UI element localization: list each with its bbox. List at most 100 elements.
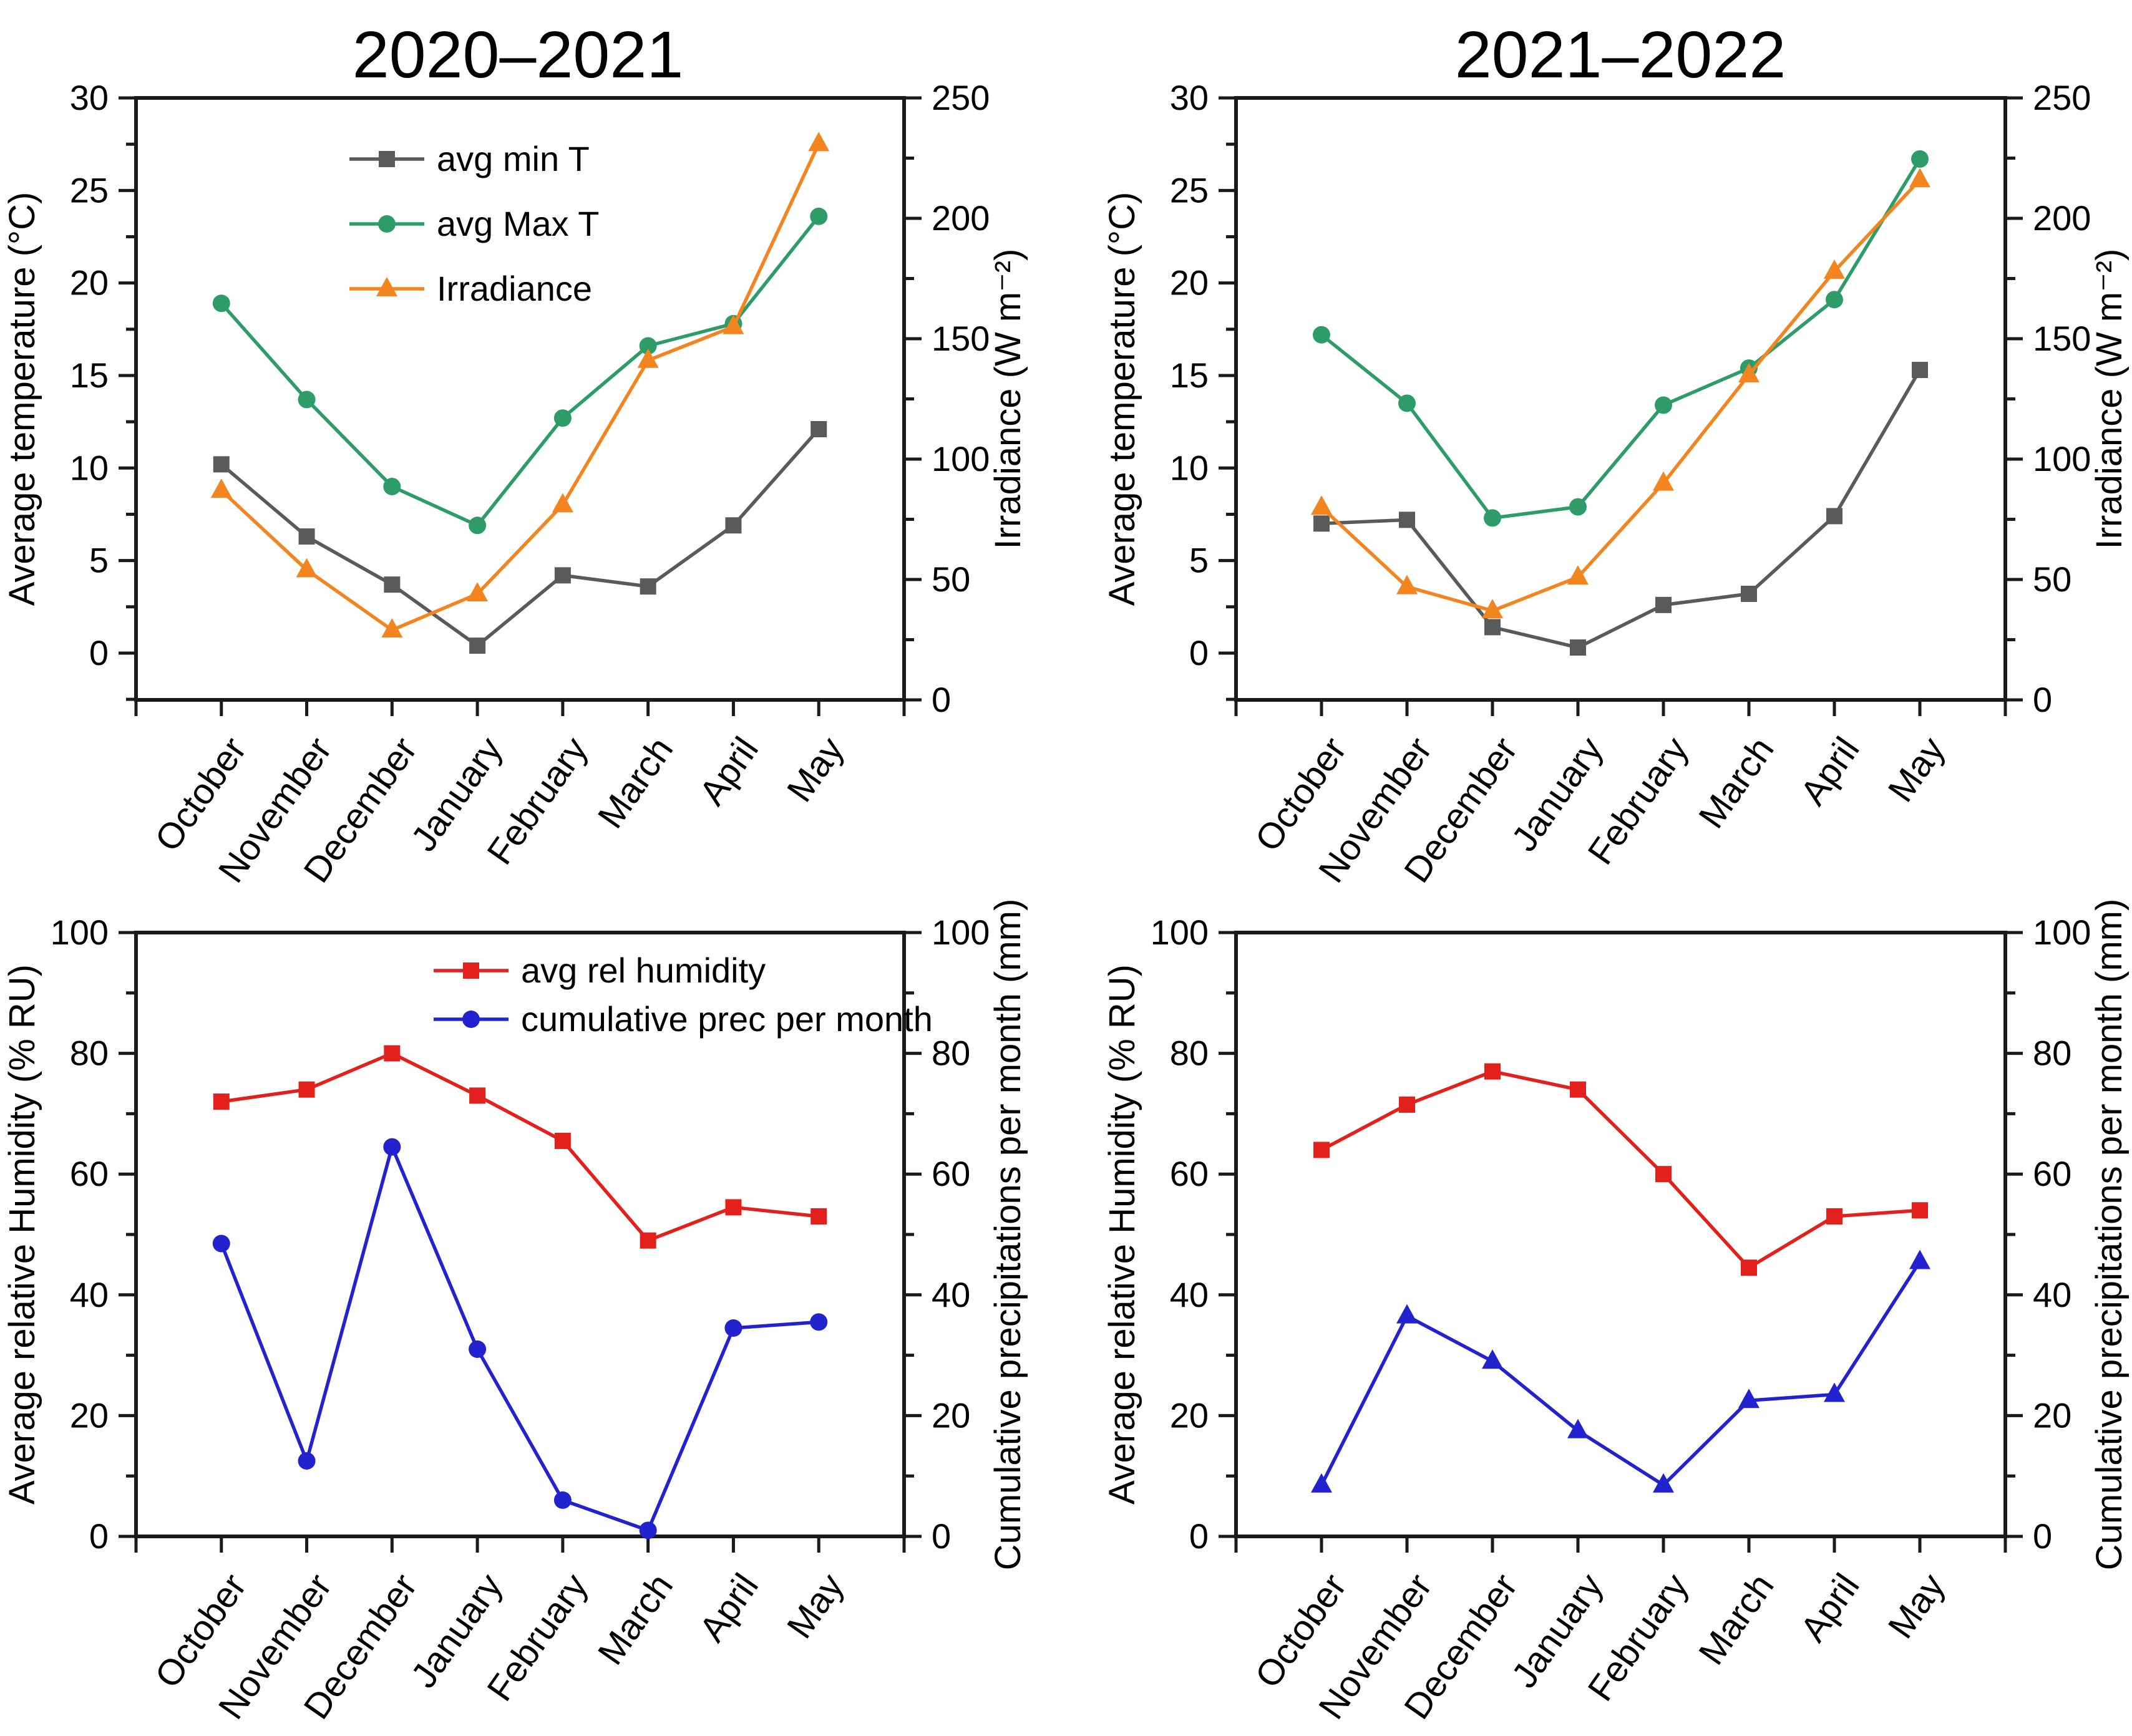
chart-text: 0	[2033, 680, 2052, 719]
right-axis-labels: 0 50 100 150 200 250 Irradiance (W m⁻²)	[932, 78, 1028, 719]
right-axis-labels: 0 50 100 150 200 250 Irradiance (W m⁻²)	[2033, 78, 2130, 719]
chart-text: 40	[2033, 1275, 2071, 1314]
chart-text: Irradiance (W m⁻²)	[2089, 249, 2130, 550]
chart-text: April	[691, 1566, 766, 1649]
chart-text: 100	[932, 439, 990, 478]
chart-text: 0	[2033, 1516, 2052, 1556]
chart-text: 20	[70, 1395, 109, 1435]
chart-text: 40	[70, 1275, 109, 1314]
chart-text: Average relative Humidity (% RU)	[1102, 964, 1142, 1505]
chart-text: 20	[70, 263, 109, 303]
chart-text: Average relative Humidity (% RU)	[2, 964, 42, 1505]
left-axis-labels: 0 5 10 15 20 25 30 Average temperature (°C)	[1102, 78, 1209, 672]
legend: avg rel humidity cumulative prec per mont…	[434, 951, 933, 1039]
month-labels: OctoberNovemberDecemberJanuaryFebruaryMa…	[147, 730, 852, 890]
chart-text: 250	[2033, 78, 2091, 117]
chart-text: May	[779, 1566, 852, 1646]
panel-temp-irradiance-2021-2022: 0 5 10 15 20 25 30 Average temperature (°C) 0 50 1…	[1102, 78, 2130, 890]
series-avg-min-T	[213, 421, 827, 654]
chart-text: avg Max T	[437, 204, 599, 243]
chart-text: 0	[89, 1516, 109, 1556]
series-Irradiance	[1311, 168, 1930, 619]
chart-text: 150	[932, 319, 990, 358]
left-axis	[1219, 931, 1236, 1538]
chart-text: 250	[932, 78, 990, 117]
chart-text: 200	[932, 198, 990, 238]
chart-text: 0	[932, 1516, 951, 1556]
chart-text: avg min T	[437, 139, 590, 178]
chart-text: 80	[70, 1034, 109, 1073]
bottom-axis	[1234, 700, 2007, 716]
series-avg-Max-T	[1313, 150, 1929, 527]
chart-text: 100	[932, 913, 990, 952]
chart-text: April	[1793, 730, 1867, 812]
left-axis	[1219, 96, 1236, 701]
chart-text: 50	[2033, 560, 2071, 599]
chart-text: April	[691, 730, 766, 812]
chart-text: March	[1691, 730, 1782, 835]
bottom-axis	[134, 700, 906, 716]
chart-text: 10	[1170, 448, 1209, 487]
chart-text: March	[1691, 1566, 1782, 1672]
right-axis	[2005, 931, 2023, 1538]
chart-text: 5	[89, 541, 109, 580]
chart-text: 20	[1170, 263, 1209, 303]
left-axis	[119, 931, 136, 1538]
chart-text: 100	[1151, 913, 1209, 952]
chart-text: 80	[932, 1034, 970, 1073]
chart-text: 30	[1170, 78, 1209, 117]
month-labels: OctoberNovemberDecemberJanuaryFebruaryMa…	[147, 1566, 852, 1726]
chart-text: 40	[932, 1275, 970, 1314]
chart-text: 0	[1189, 1516, 1209, 1556]
chart-text: 100	[2033, 439, 2091, 478]
chart-text: May	[1881, 1566, 1953, 1646]
chart-text: March	[590, 730, 681, 835]
left-axis	[119, 96, 136, 701]
chart-text: May	[779, 730, 852, 809]
chart-text: 50	[932, 560, 970, 599]
chart-text: 60	[1170, 1154, 1209, 1193]
chart-text: 30	[70, 78, 109, 117]
series-cumulative-prec-per-month	[1311, 1249, 1930, 1493]
plot-frame	[1234, 931, 2007, 1538]
chart-text: 25	[1170, 170, 1209, 210]
chart-text: March	[590, 1566, 681, 1672]
chart-text: 200	[2033, 198, 2091, 238]
bottom-axis	[1234, 1536, 2007, 1553]
chart-text: 15	[70, 356, 109, 395]
chart-text: 5	[1189, 541, 1209, 580]
right-axis	[904, 96, 922, 702]
series-avg-rel-humidity	[1313, 1063, 1928, 1276]
chart-text: 0	[932, 680, 951, 719]
chart-text: 80	[2033, 1034, 2071, 1073]
chart-text: Average temperature (°C)	[1102, 192, 1142, 606]
panel-humidity-precip-2020-2021: 0 20 40 60 80 100 Average relative Humidity (%…	[2, 899, 1028, 1727]
series-avg-rel-humidity	[213, 1045, 827, 1249]
right-axis	[904, 931, 922, 1538]
chart-text: 60	[932, 1154, 970, 1193]
legend: avg min T avg Max T Irradiance	[349, 139, 599, 308]
chart-text: 100	[2033, 913, 2091, 952]
chart-title-left: 2020–2021	[353, 18, 684, 92]
chart-text: 15	[1170, 356, 1209, 395]
chart-title-right: 2021–2022	[1455, 18, 1786, 92]
chart-text: avg rel humidity	[521, 951, 766, 990]
chart-text: 80	[1170, 1034, 1209, 1073]
series-avg-min-T	[1313, 362, 1928, 656]
chart-text: May	[1881, 730, 1953, 809]
series-Irradiance	[210, 132, 830, 638]
chart-text: 20	[932, 1395, 970, 1435]
left-axis-labels: 0 5 10 15 20 25 30 Average temperature (°C)	[2, 78, 109, 672]
chart-text: 40	[1170, 1275, 1209, 1314]
chart-text: Cumulative precipitations per month (mm)	[988, 899, 1028, 1571]
chart-text: 0	[1189, 633, 1209, 672]
chart-text: 0	[89, 633, 109, 672]
chart-text: Average temperature (°C)	[2, 192, 42, 606]
